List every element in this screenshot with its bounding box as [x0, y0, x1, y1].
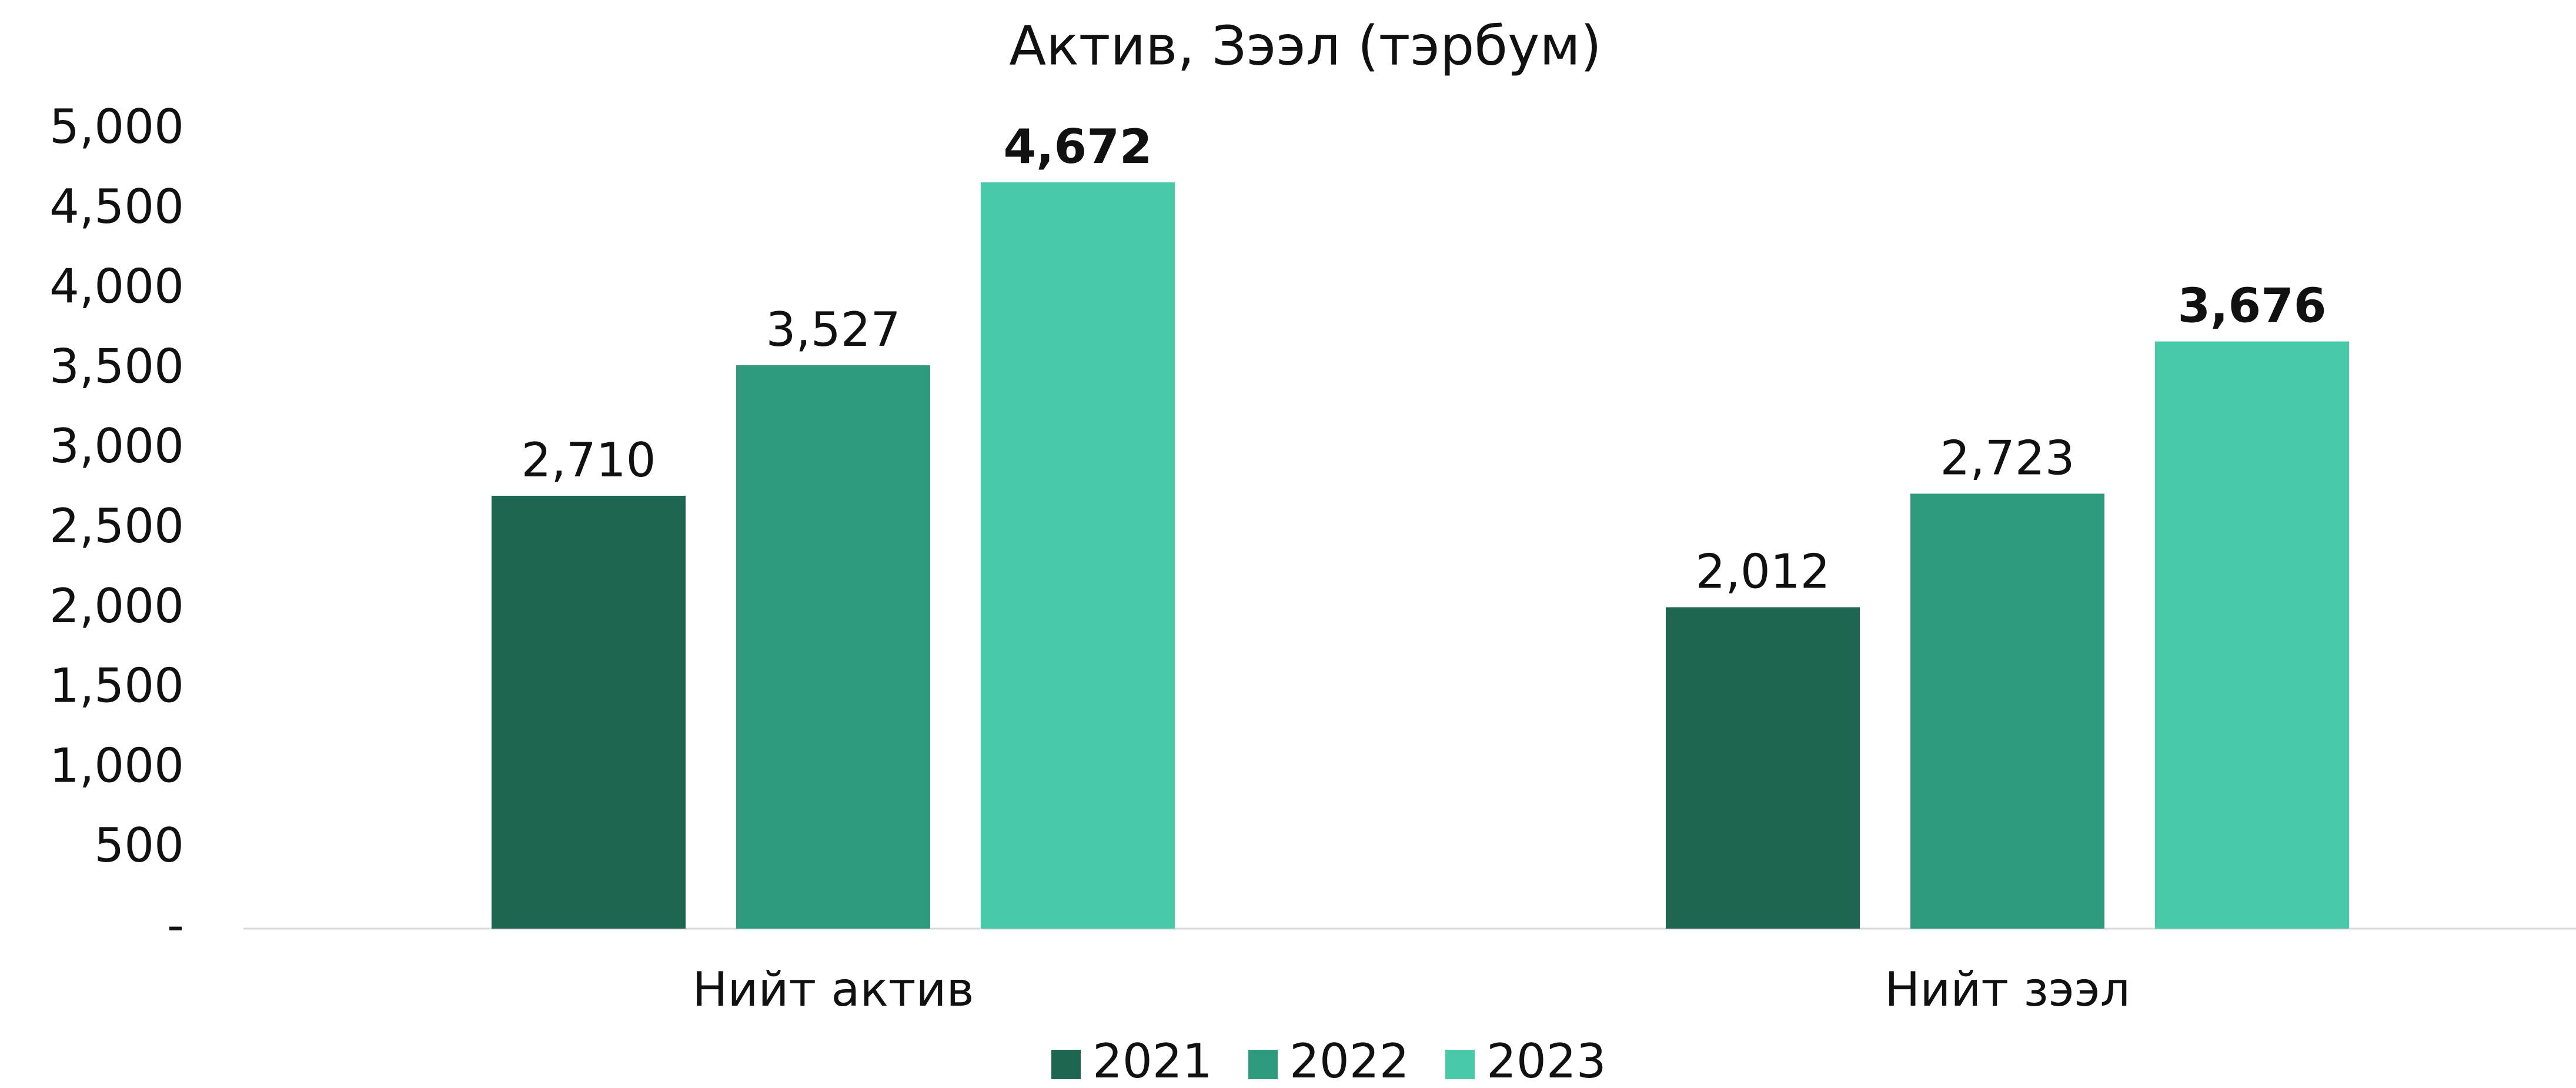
- y-tick-label: 2,000: [49, 579, 184, 633]
- y-tick-label: 5,000: [49, 99, 184, 154]
- bar: [736, 365, 930, 929]
- y-tick-label: 1,000: [49, 738, 184, 793]
- data-label: 2,710: [521, 433, 656, 488]
- y-tick-label: 3,500: [49, 339, 184, 393]
- bar: [492, 495, 686, 929]
- y-tick-label: 500: [94, 818, 184, 873]
- bar: [2155, 341, 2349, 929]
- legend-label: 2022: [1289, 1034, 1409, 1088]
- legend-swatch: [1248, 1050, 1278, 1079]
- y-tick-label: 3,000: [49, 419, 184, 473]
- data-label: 2,012: [1695, 545, 1830, 599]
- y-tick-label: -: [167, 898, 184, 953]
- legend-label: 2023: [1486, 1034, 1606, 1088]
- y-tick-label: 2,500: [49, 499, 184, 553]
- y-tick-label: 4,000: [49, 259, 184, 314]
- legend-swatch: [1051, 1050, 1081, 1079]
- x-tick-label: Нийт актив: [692, 962, 974, 1017]
- legend-label: 2021: [1092, 1034, 1212, 1088]
- data-label: 2,723: [1940, 430, 2074, 485]
- data-label: 3,527: [766, 302, 900, 357]
- x-tick-label: Нийт зээл: [1885, 962, 2130, 1017]
- bar: [1666, 607, 1860, 929]
- y-tick-label: 1,500: [49, 659, 184, 713]
- legend-swatch: [1445, 1050, 1475, 1079]
- bar: [1910, 493, 2104, 929]
- data-label: 4,672: [1003, 119, 1152, 174]
- y-tick-label: 4,500: [49, 179, 184, 234]
- bar: [981, 182, 1175, 929]
- chart-title: Актив, Зээл (тэрбум): [1009, 14, 1601, 77]
- data-label: 3,676: [2177, 279, 2326, 333]
